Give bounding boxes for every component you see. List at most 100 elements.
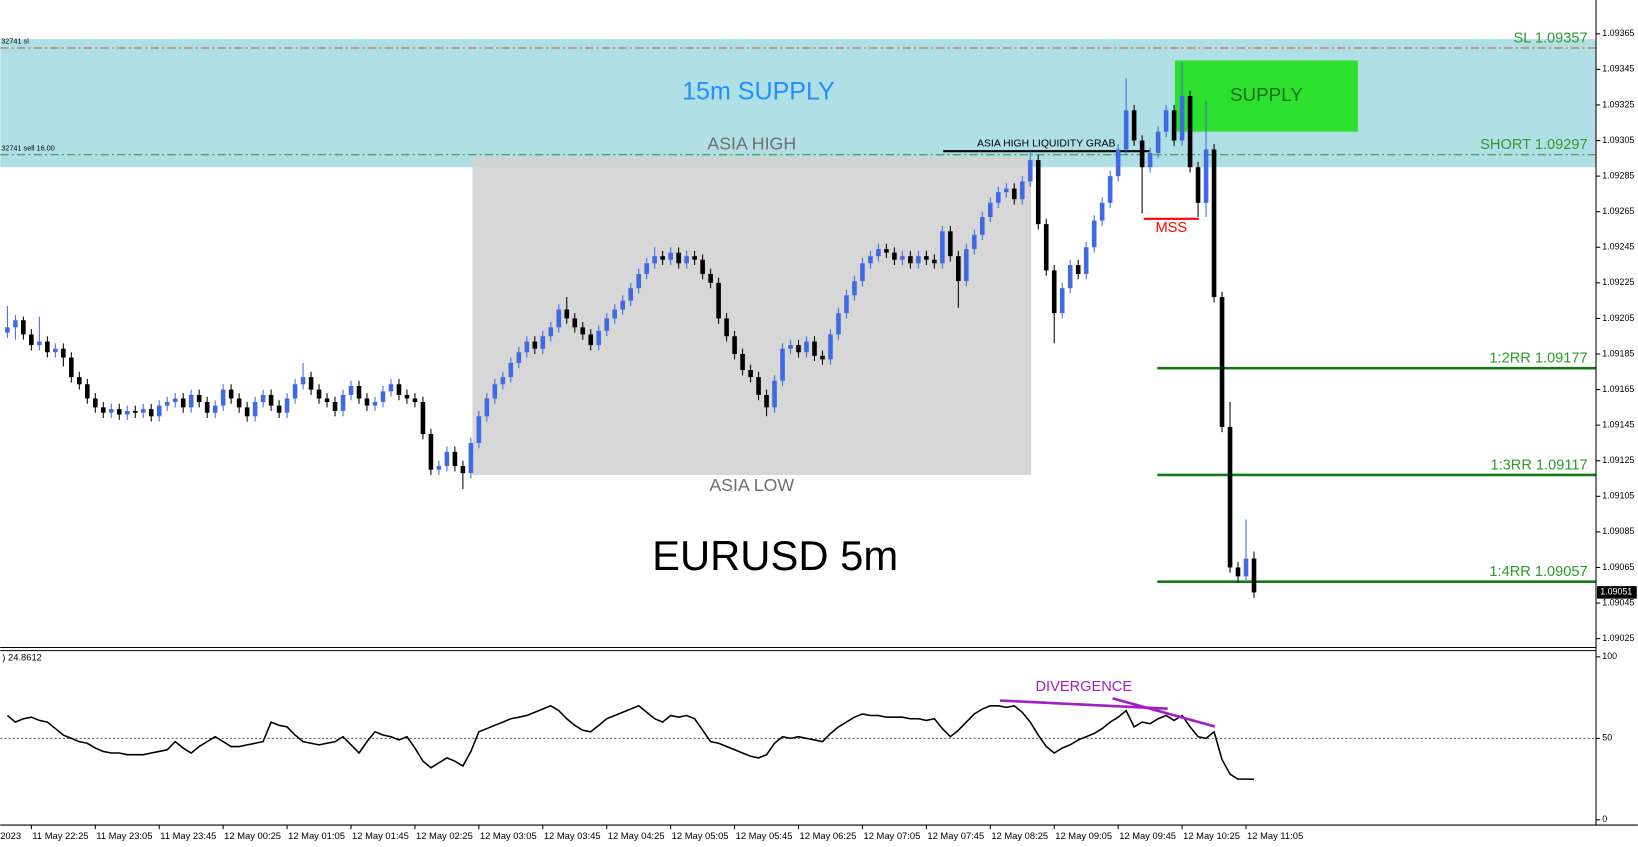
annotation-line bbox=[999, 699, 1168, 710]
candle-body bbox=[604, 318, 610, 331]
candle-body bbox=[932, 259, 937, 264]
candle-body bbox=[204, 402, 210, 413]
candle-body bbox=[972, 234, 977, 250]
candle-body bbox=[812, 341, 817, 356]
candle-body bbox=[116, 409, 122, 415]
candle-body bbox=[85, 384, 90, 399]
candle-body bbox=[1203, 149, 1209, 203]
candle-body bbox=[180, 398, 186, 408]
candle-body bbox=[1131, 110, 1137, 141]
candle-body bbox=[37, 341, 42, 346]
candle-body bbox=[1011, 188, 1017, 200]
last-price-label: 1.09051 bbox=[1600, 587, 1632, 597]
candle-body bbox=[956, 256, 961, 282]
y-tick-label: 1.09365 bbox=[1602, 28, 1634, 38]
candle-body bbox=[1027, 160, 1033, 182]
date-fragment: 2023 bbox=[0, 830, 21, 841]
candle-body bbox=[788, 345, 793, 349]
candle-body bbox=[995, 192, 1001, 203]
session-box bbox=[472, 156, 1032, 475]
x-tick-label: 12 May 10:25 bbox=[1183, 830, 1240, 841]
candle-body bbox=[21, 320, 26, 335]
candle-body bbox=[1067, 265, 1073, 289]
candle-body bbox=[492, 384, 498, 399]
x-tick-label: 12 May 00:25 bbox=[224, 830, 281, 841]
x-tick-label: 11 May 23:45 bbox=[160, 830, 216, 841]
candle-body bbox=[13, 320, 18, 328]
candle-body bbox=[532, 341, 538, 349]
candle-body bbox=[388, 384, 394, 392]
candle-body bbox=[508, 362, 514, 378]
candle-body bbox=[748, 370, 753, 378]
candle-body bbox=[45, 341, 50, 353]
candle-body bbox=[268, 394, 274, 406]
candle-body bbox=[53, 348, 58, 353]
y-tick-label: 1.09325 bbox=[1602, 99, 1634, 109]
candle-body bbox=[1075, 265, 1081, 274]
candle-body bbox=[868, 256, 873, 264]
rsi-panel: DIVERGENCE bbox=[0, 679, 1597, 781]
zone-label: 15m SUPPLY bbox=[682, 77, 835, 105]
annotation-label: DIVERGENCE bbox=[1035, 679, 1132, 695]
candle-body bbox=[1163, 110, 1169, 132]
candle-body bbox=[100, 407, 106, 413]
candle-body bbox=[612, 309, 618, 319]
y-tick-label: 1.09025 bbox=[1602, 633, 1634, 643]
order-label: 32741 sl bbox=[1, 37, 29, 46]
candle-body bbox=[572, 318, 578, 328]
candle-body bbox=[1091, 220, 1097, 248]
candle-body bbox=[948, 231, 953, 257]
candle-body bbox=[476, 416, 482, 443]
candle-body bbox=[380, 391, 386, 403]
candle-body bbox=[61, 348, 66, 358]
candle-body bbox=[740, 354, 745, 371]
candle-body bbox=[412, 398, 418, 403]
candle-body bbox=[1211, 149, 1217, 298]
candle-body bbox=[108, 409, 114, 413]
candle-body bbox=[1059, 288, 1065, 314]
rsi-tick-label: 0 bbox=[1602, 814, 1607, 824]
candle-body bbox=[284, 398, 290, 413]
candle-body bbox=[252, 402, 258, 417]
candle-body bbox=[540, 336, 546, 349]
candle-body bbox=[260, 394, 266, 403]
candle-body bbox=[732, 336, 737, 355]
marker-label: MSS bbox=[1155, 220, 1187, 236]
candle-body bbox=[620, 300, 626, 310]
candle-body bbox=[300, 377, 306, 385]
marker-label: ASIA HIGH LIQUIDITY GRAB bbox=[977, 139, 1115, 150]
candle-body bbox=[556, 309, 562, 328]
candle-body bbox=[1051, 270, 1057, 314]
candle-body bbox=[804, 341, 809, 353]
candle-body bbox=[420, 402, 426, 435]
candle-body bbox=[1187, 96, 1193, 168]
price-panel: 15m SUPPLY SUPPLY ASIA HIGH ASIA LOW SL 1.09… bbox=[0, 30, 1597, 598]
indicator-label: ) 24.8612 bbox=[2, 651, 42, 662]
candle-body bbox=[308, 377, 314, 390]
candle-body bbox=[700, 259, 705, 274]
candle-body bbox=[148, 409, 154, 417]
candle-body bbox=[1099, 202, 1105, 221]
order-label: 32741 sell 16.00 bbox=[1, 143, 55, 152]
candle-body bbox=[1243, 558, 1249, 577]
session-high-label: ASIA HIGH bbox=[707, 134, 796, 154]
y-tick-label: 1.09105 bbox=[1602, 491, 1634, 501]
candle-body bbox=[1195, 167, 1201, 203]
candle-body bbox=[908, 256, 913, 264]
candle-body bbox=[484, 398, 490, 417]
level-label: SL 1.09357 bbox=[1513, 30, 1587, 46]
candle-body bbox=[636, 273, 641, 289]
candle-body bbox=[820, 355, 825, 360]
zone bbox=[1174, 60, 1358, 132]
candle-body bbox=[780, 348, 785, 381]
x-tick-label: 11 May 23:05 bbox=[96, 830, 152, 841]
candle-body bbox=[1083, 247, 1089, 274]
candle-body bbox=[452, 451, 458, 467]
candle-body bbox=[980, 217, 985, 235]
candle-body bbox=[1155, 131, 1161, 153]
candle-body bbox=[196, 394, 202, 403]
x-tick-label: 12 May 09:45 bbox=[1119, 830, 1176, 841]
y-tick-label: 1.09305 bbox=[1602, 135, 1634, 145]
rsi-tick-label: 100 bbox=[1602, 651, 1617, 661]
